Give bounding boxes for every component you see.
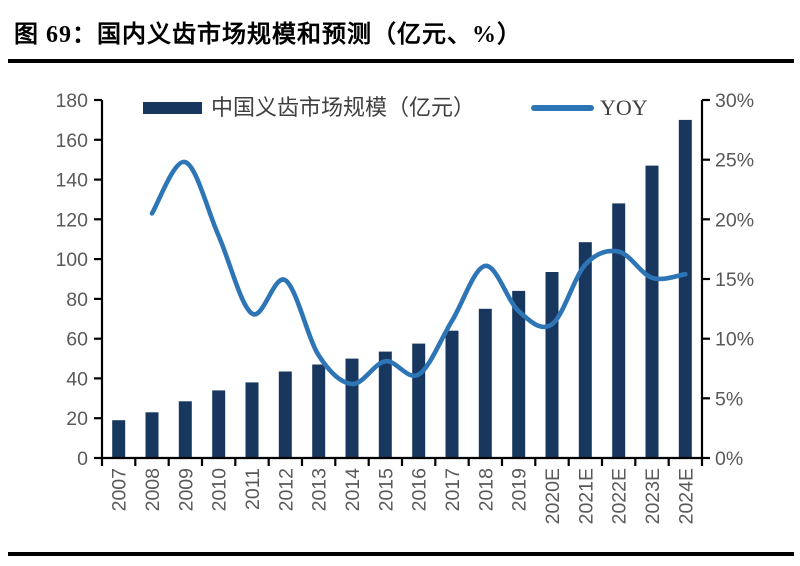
right-axis-label: 0% [715, 448, 743, 470]
x-axis-label: 2013 [309, 468, 331, 511]
x-axis-label: 2020E [542, 468, 564, 524]
x-axis-label: 2010 [209, 468, 231, 512]
x-axis-label: 2016 [409, 468, 431, 511]
x-axis-label: 2009 [175, 468, 197, 511]
bar-2019 [512, 290, 526, 458]
left-axis-label: 160 [55, 130, 88, 152]
x-axis-label: 2023E [642, 468, 664, 524]
left-axis-label: 100 [55, 249, 88, 271]
bar-2014 [345, 358, 359, 458]
right-axis-label: 5% [715, 388, 743, 410]
bar-2009 [178, 401, 192, 458]
x-axis-label: 2024E [675, 468, 697, 524]
title-divider [8, 59, 794, 63]
x-axis-label: 2012 [275, 468, 297, 511]
bar-2022E [612, 203, 626, 458]
x-axis-label: 2007 [109, 468, 131, 511]
x-axis-label: 2008 [142, 468, 164, 511]
bar-2007 [112, 420, 126, 458]
bar-2012 [278, 371, 292, 458]
line-series-swatch [531, 105, 595, 111]
left-axis-label: 140 [55, 170, 88, 192]
bar-2013 [312, 364, 326, 458]
x-axis-label: 2022E [609, 468, 631, 524]
left-axis-label: 0 [77, 448, 88, 470]
x-axis-label: 2017 [442, 468, 464, 511]
line-series-label: YOY [600, 95, 648, 120]
bar-2010 [212, 390, 226, 458]
right-axis-label: 20% [715, 209, 754, 231]
yoy-line [149, 159, 688, 387]
x-axis-label: 2018 [475, 468, 497, 511]
left-axis-label: 180 [55, 90, 88, 112]
left-axis-label: 60 [66, 329, 88, 351]
bar-series-swatch [143, 102, 202, 114]
bar-2023E [645, 165, 659, 458]
bar-2020E [545, 272, 559, 458]
bar-series-label: 中国义齿市场规模（亿元） [211, 95, 476, 120]
x-axis-label: 2021E [575, 468, 597, 524]
axes-frame [100, 100, 704, 460]
bar-2016 [412, 343, 426, 458]
left-axis-label: 120 [55, 209, 88, 231]
x-axis-label: 2011 [242, 468, 264, 510]
right-axis-label: 30% [715, 90, 754, 112]
x-axis-label: 2014 [342, 468, 364, 512]
right-axis-label: 25% [715, 150, 754, 172]
left-axis-label: 80 [66, 289, 88, 311]
bar-2011 [245, 382, 259, 458]
chart-legend: 中国义齿市场规模（亿元） YOY [143, 96, 648, 120]
bar-2021E [578, 242, 592, 458]
bottom-divider [8, 552, 794, 556]
bar-2008 [145, 412, 159, 458]
bar-2018 [478, 308, 492, 458]
x-axis-label: 2015 [375, 468, 397, 512]
left-axis-label: 20 [66, 408, 88, 430]
bar-2024E [678, 119, 692, 459]
x-axis-label: 2019 [509, 468, 531, 511]
left-axis-label: 40 [66, 368, 88, 390]
right-axis-label: 10% [715, 329, 754, 351]
right-axis-label: 15% [715, 269, 754, 291]
bar-2015 [378, 351, 392, 458]
bar-2017 [445, 330, 459, 458]
figure-title: 图 69：国内义齿市场规模和预测（亿元、%） [14, 22, 522, 48]
